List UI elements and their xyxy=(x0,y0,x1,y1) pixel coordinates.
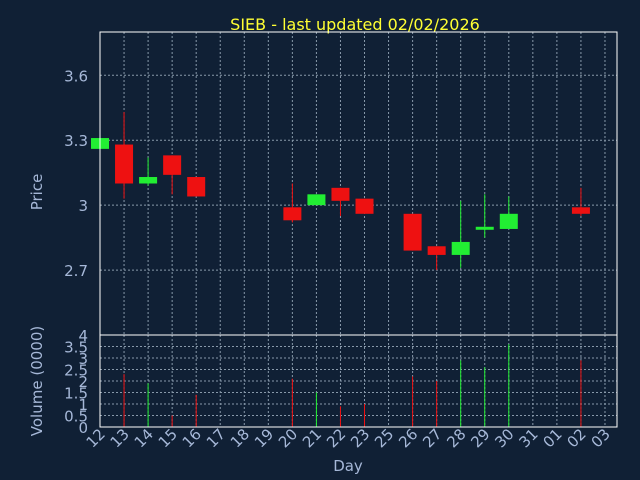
x-tick-label: 03 xyxy=(588,425,614,451)
x-axis-label: Day xyxy=(333,457,363,475)
candle-body xyxy=(115,144,134,184)
price-tick-label: 3 xyxy=(78,197,88,215)
x-tick-label: 21 xyxy=(299,425,325,451)
candle-body xyxy=(451,241,470,255)
candle-body xyxy=(355,198,374,214)
volume-tick-label: 2 xyxy=(78,373,88,391)
volume-tick-label: 1.5 xyxy=(64,385,88,403)
x-tick-label: 19 xyxy=(251,425,277,451)
volume-tick-label: 1 xyxy=(78,396,88,414)
x-tick-label: 15 xyxy=(155,425,181,451)
x-tick-label: 23 xyxy=(347,425,373,451)
volume-plot-frame xyxy=(99,334,618,428)
price-axis-label: Price xyxy=(28,174,46,211)
candle-body xyxy=(283,207,302,221)
volume-tick-label: 0.5 xyxy=(64,408,88,426)
candle-body xyxy=(427,246,446,255)
x-tick-label: 17 xyxy=(203,425,229,451)
candle-body xyxy=(163,155,182,175)
x-tick-label: 30 xyxy=(491,425,517,451)
candle-body xyxy=(139,177,158,184)
x-tick-label: 01 xyxy=(539,425,565,451)
candle-body xyxy=(499,213,518,229)
candle-body xyxy=(331,187,350,201)
volume-axis-label: Volume (0000) xyxy=(28,326,46,436)
price-tick-label: 3.3 xyxy=(64,132,88,150)
x-tick-label: 13 xyxy=(107,425,133,451)
x-tick-label: 14 xyxy=(131,425,157,451)
x-tick-label: 18 xyxy=(227,425,253,451)
x-tick-label: 25 xyxy=(371,425,397,451)
volume-tick-label: 2.5 xyxy=(64,362,88,380)
x-tick-label: 28 xyxy=(443,425,469,451)
price-plot-frame xyxy=(99,31,618,336)
candle-body xyxy=(571,207,590,214)
x-tick-label: 29 xyxy=(467,425,493,451)
price-panel: 3.6 3.3 3 2.7 xyxy=(64,31,618,336)
chart-title: SIEB - last updated 02/02/2026 xyxy=(230,15,480,34)
x-tick-label: 16 xyxy=(179,425,205,451)
x-tick-label: 22 xyxy=(323,425,349,451)
candle-body xyxy=(403,213,422,251)
volume-panel: 43.532.521.510.5012131415161718192021222… xyxy=(64,327,618,451)
x-tick-label: 26 xyxy=(395,425,421,451)
price-tick-label: 2.7 xyxy=(64,262,88,280)
candle-body xyxy=(187,177,206,197)
price-tick-label: 3.6 xyxy=(64,67,88,85)
x-tick-label: 02 xyxy=(564,425,590,451)
x-tick-label: 31 xyxy=(515,425,541,451)
volume-tick-label: 3.5 xyxy=(64,339,88,357)
candle-body xyxy=(475,226,494,230)
volume-tick-label: 3 xyxy=(78,350,88,368)
volume-tick-label: 0 xyxy=(78,419,88,437)
x-tick-label: 27 xyxy=(419,425,445,451)
x-tick-label: 20 xyxy=(275,425,301,451)
volume-tick-label: 4 xyxy=(78,327,88,345)
candle-body xyxy=(307,194,326,206)
